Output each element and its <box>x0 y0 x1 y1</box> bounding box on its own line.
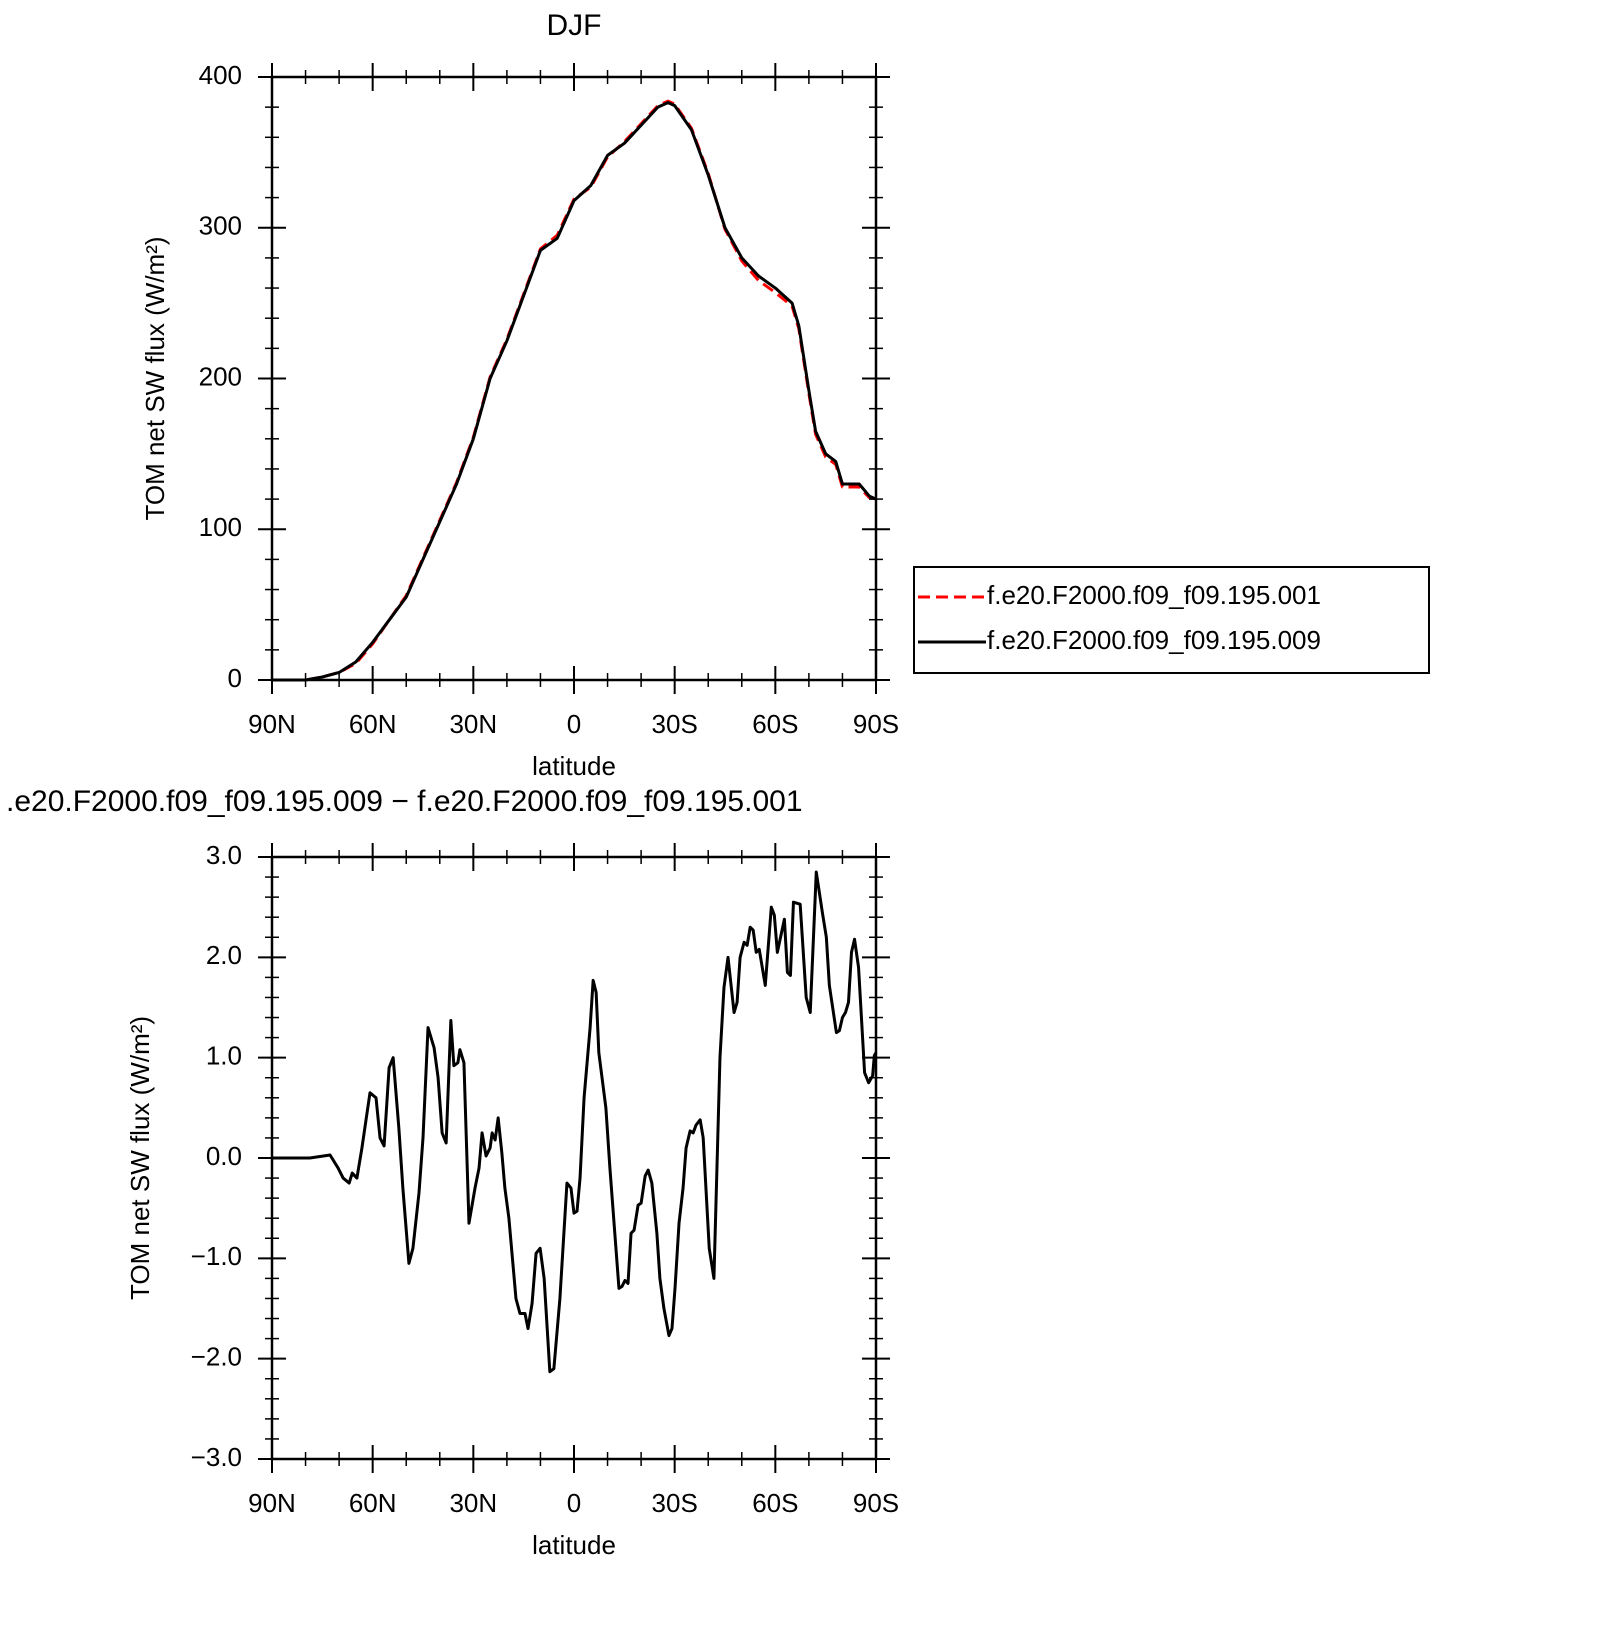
x-tick-label: 60N <box>349 709 397 739</box>
x-tick-label: 60N <box>349 1488 397 1518</box>
x-tick-label: 90N <box>248 1488 296 1518</box>
y-tick-label: 2.0 <box>206 940 242 970</box>
data-line <box>272 99 877 682</box>
y-axis-label: TOM net SW flux (W/m²) <box>140 236 170 520</box>
x-tick-label: 30S <box>652 1488 698 1518</box>
y-tick-label: 3.0 <box>206 840 242 870</box>
y-tick-label: 100 <box>199 512 242 542</box>
legend-label: f.e20.F2000.f09_f09.195.001 <box>987 580 1321 610</box>
y-tick-label: 0 <box>228 663 242 693</box>
x-tick-label: 30S <box>652 709 698 739</box>
chart-title: DJF <box>547 9 602 42</box>
y-axis-label: TOM net SW flux (W/m²) <box>125 1016 155 1300</box>
x-tick-label: 60S <box>752 709 798 739</box>
x-axis-label: latitude <box>532 1530 616 1560</box>
y-tick-label: 400 <box>199 60 242 90</box>
x-tick-label: 30N <box>449 709 497 739</box>
y-tick-label: −3.0 <box>191 1442 242 1472</box>
legend-label: f.e20.F2000.f09_f09.195.009 <box>987 625 1321 655</box>
x-tick-label: 60S <box>752 1488 798 1518</box>
y-tick-label: 300 <box>199 211 242 241</box>
x-tick-label: 90S <box>853 709 899 739</box>
y-tick-label: 0.0 <box>206 1141 242 1171</box>
chart-title: .e20.F2000.f09_f09.195.009 − f.e20.F2000… <box>6 785 803 818</box>
data-line <box>272 870 878 1374</box>
x-tick-label: 0 <box>567 1488 581 1518</box>
legend-box <box>913 566 1430 674</box>
data-line <box>272 101 877 682</box>
y-tick-label: −2.0 <box>191 1342 242 1372</box>
x-tick-label: 90N <box>248 709 296 739</box>
y-tick-label: 1.0 <box>206 1041 242 1071</box>
y-tick-label: 200 <box>199 361 242 391</box>
plot-frame <box>270 75 878 682</box>
x-tick-label: 30N <box>449 1488 497 1518</box>
x-tick-label: 0 <box>567 709 581 739</box>
x-tick-label: 90S <box>853 1488 899 1518</box>
x-axis-label: latitude <box>532 751 616 781</box>
y-tick-label: −1.0 <box>191 1241 242 1271</box>
